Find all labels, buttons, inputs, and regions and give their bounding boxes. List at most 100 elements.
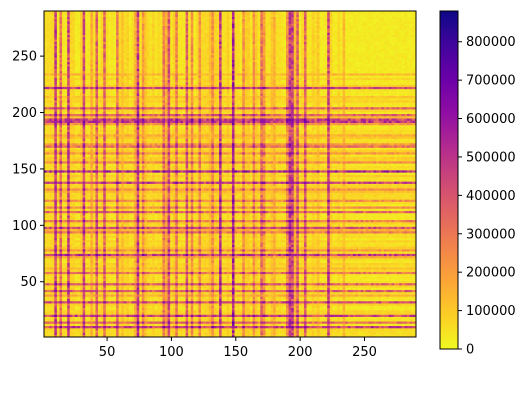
- heatmap-cell: [249, 298, 253, 302]
- heatmap-cell: [64, 291, 68, 295]
- heatmap-cell: [188, 260, 192, 263]
- heatmap-cell: [239, 276, 243, 279]
- heatmap-cell: [198, 327, 202, 331]
- heatmap-cell: [123, 312, 127, 315]
- heatmap-cell: [206, 294, 210, 297]
- heatmap-cell: [293, 262, 297, 266]
- heatmap-cell: [49, 294, 53, 297]
- heatmap-cell: [136, 294, 140, 297]
- heatmap-cell: [74, 276, 78, 279]
- heatmap-cell: [401, 309, 405, 313]
- heatmap-cell: [180, 276, 184, 279]
- heatmap-cell: [206, 282, 210, 286]
- heatmap-cell: [322, 278, 325, 281]
- heatmap-cell: [298, 289, 302, 293]
- heatmap-cell: [56, 332, 60, 336]
- heatmap-cell: [345, 267, 349, 270]
- heatmap-cell: [87, 327, 91, 331]
- heatmap-cell: [278, 300, 282, 304]
- heatmap-cell: [213, 314, 217, 317]
- heatmap-cell: [72, 294, 76, 297]
- heatmap-cell: [69, 303, 73, 306]
- heatmap-cell: [136, 298, 140, 302]
- heatmap-cell: [314, 278, 318, 281]
- heatmap-cell: [322, 314, 325, 317]
- heatmap-cell: [329, 300, 333, 304]
- heatmap-cell: [90, 325, 94, 329]
- heatmap-cell: [195, 323, 199, 327]
- heatmap-cell: [141, 289, 145, 293]
- heatmap-cell: [126, 273, 130, 277]
- heatmap-cell: [221, 323, 225, 327]
- heatmap-cell: [201, 321, 204, 324]
- heatmap-cell: [190, 296, 194, 299]
- heatmap-cell: [54, 289, 58, 293]
- heatmap-cell: [98, 269, 101, 272]
- heatmap-cell: [165, 303, 168, 306]
- heatmap-cell: [141, 269, 145, 272]
- heatmap-cell: [72, 298, 76, 302]
- heatmap-cell: [216, 285, 220, 288]
- heatmap-cell: [146, 296, 150, 299]
- heatmap-cell: [134, 327, 137, 331]
- heatmap-cell: [314, 318, 318, 322]
- heatmap-cell: [249, 264, 253, 268]
- heatmap-cell: [350, 289, 354, 293]
- heatmap-cell: [46, 305, 50, 308]
- heatmap-cell: [409, 278, 413, 281]
- heatmap-cell: [219, 269, 222, 272]
- heatmap-cell: [383, 305, 387, 308]
- heatmap-cell: [121, 294, 125, 297]
- heatmap-cell: [373, 318, 377, 322]
- heatmap-cell: [175, 282, 179, 286]
- heatmap-cell: [378, 276, 382, 279]
- heatmap-cell: [219, 316, 222, 320]
- heatmap-cell: [206, 334, 210, 337]
- heatmap-cell: [288, 327, 292, 331]
- heatmap-cell: [188, 312, 192, 315]
- heatmap-cell: [347, 312, 351, 315]
- heatmap-cell: [247, 300, 251, 304]
- heatmap-cell: [128, 323, 132, 327]
- heatmap-cell: [257, 296, 261, 299]
- heatmap-cell: [252, 289, 256, 293]
- heatmap-cell: [347, 278, 351, 281]
- heatmap-cell: [278, 312, 282, 315]
- heatmap-cell: [291, 307, 295, 311]
- heatmap-cell: [247, 267, 251, 270]
- heatmap-cell: [146, 330, 150, 333]
- heatmap-cell: [257, 262, 261, 266]
- heatmap-cell: [95, 321, 99, 324]
- heatmap-cell: [358, 334, 361, 337]
- heatmap-cell: [170, 318, 174, 322]
- heatmap-cell: [332, 309, 336, 313]
- heatmap-cell: [195, 278, 199, 281]
- heatmap-cell: [324, 273, 328, 277]
- heatmap-cell: [360, 314, 364, 317]
- heatmap-cell: [298, 294, 302, 297]
- heatmap-cell: [406, 280, 410, 284]
- heatmap-cell: [193, 280, 197, 284]
- heatmap-cell: [319, 260, 323, 263]
- heatmap-cell: [316, 332, 320, 336]
- heatmap-cell: [157, 327, 161, 331]
- heatmap-cell: [409, 296, 413, 299]
- heatmap-cell: [342, 285, 346, 288]
- heatmap-cell: [334, 280, 338, 284]
- heatmap-cell: [49, 298, 53, 302]
- heatmap-cell: [381, 321, 385, 324]
- heatmap-cell: [141, 276, 145, 279]
- heatmap-cell: [355, 330, 359, 333]
- heatmap-cell: [322, 303, 325, 306]
- heatmap-cell: [399, 262, 403, 266]
- heatmap-cell: [121, 327, 125, 331]
- heatmap-cell: [98, 321, 101, 324]
- heatmap-cell: [373, 282, 377, 286]
- heatmap-cell: [203, 262, 207, 266]
- heatmap-cell: [399, 327, 403, 331]
- heatmap-cell: [280, 318, 284, 322]
- heatmap-cell: [49, 312, 53, 315]
- heatmap-cell: [414, 276, 416, 279]
- heatmap-cell: [105, 273, 109, 277]
- heatmap-cell: [159, 296, 163, 299]
